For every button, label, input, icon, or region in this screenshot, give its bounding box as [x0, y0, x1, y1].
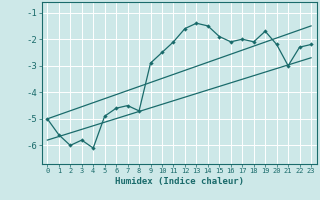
X-axis label: Humidex (Indice chaleur): Humidex (Indice chaleur) [115, 177, 244, 186]
